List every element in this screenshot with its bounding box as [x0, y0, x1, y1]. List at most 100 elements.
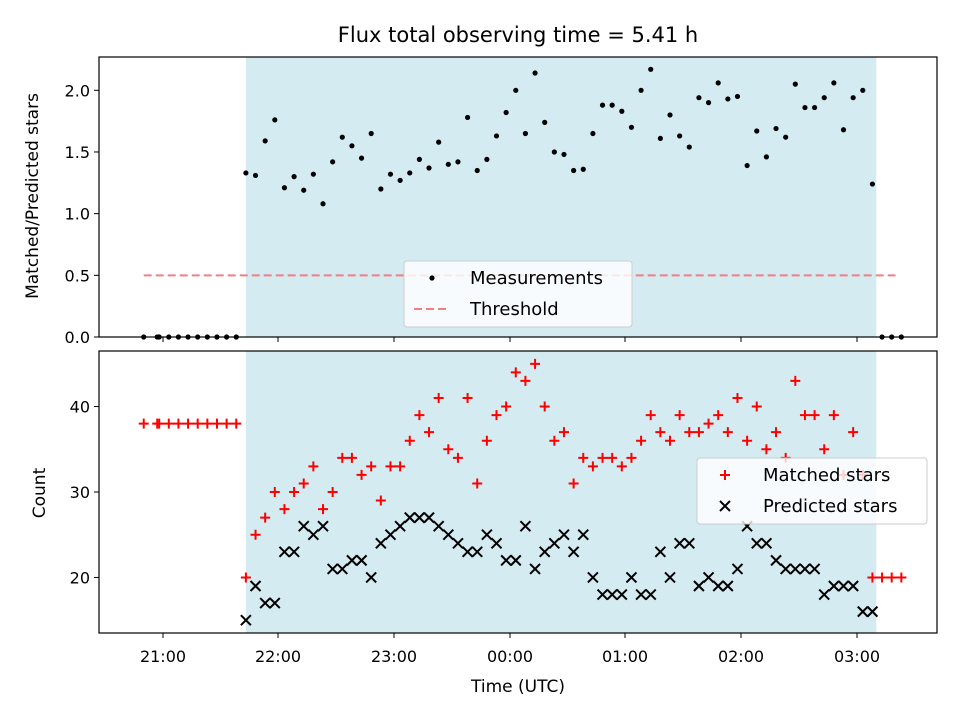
measurement-point [503, 109, 509, 116]
predicted-star-point [866, 605, 879, 618]
matched-star-point [636, 435, 647, 446]
matched-star-point [877, 572, 888, 583]
predicted-star-point [693, 580, 705, 592]
matched-star-point [491, 410, 502, 421]
matched-star-point [549, 435, 560, 446]
predicted-star-point [413, 511, 426, 524]
predicted-star-point [673, 537, 686, 549]
predicted-star-point [259, 597, 271, 609]
matched-star-point [173, 418, 184, 429]
predicted-star-point [317, 520, 329, 532]
predicted-star-point [558, 529, 570, 541]
matched-star-point [713, 410, 724, 421]
y-tick-label: 30 [70, 483, 90, 502]
matched-star-point [771, 427, 782, 438]
measurement-point [310, 171, 316, 177]
measurement-point [407, 170, 413, 176]
measurement-point [619, 108, 625, 114]
measurement-point [638, 87, 644, 93]
measurement-point [773, 125, 779, 132]
predicted-star-point [490, 537, 503, 549]
matched-star-point [327, 487, 338, 497]
predicted-star-point [365, 571, 377, 584]
measurement-point [455, 159, 461, 165]
legend-label: Measurements [470, 268, 603, 289]
measurement-point [725, 96, 731, 102]
predicted-star-point [635, 588, 647, 601]
predicted-star-point [654, 546, 667, 558]
matched-star-point [337, 452, 348, 463]
matched-star-point [163, 418, 174, 429]
predicted-star-point [529, 563, 541, 575]
matched-star-point [424, 427, 435, 438]
matched-star-point [790, 375, 801, 386]
matched-star-point [221, 418, 232, 429]
matched-star-point [761, 444, 772, 455]
y-tick-label: 1.0 [65, 205, 90, 224]
matched-star-point [269, 487, 280, 497]
matched-star-point [587, 461, 598, 472]
predicted-star-point [346, 554, 358, 567]
predicted-star-point [789, 563, 802, 575]
matched-star-point [183, 418, 194, 429]
matched-star-point [231, 418, 242, 429]
matched-star-point [452, 452, 463, 463]
predicted-star-point [249, 580, 262, 592]
measurement-point [532, 70, 538, 76]
measurement-point [272, 117, 278, 123]
measurement-point [831, 80, 837, 86]
measurement-point [281, 185, 288, 191]
matched-star-point [568, 478, 579, 489]
matched-star-point [722, 427, 733, 438]
matched-star-point [539, 401, 550, 412]
x-tick-label: 22:00 [255, 647, 301, 666]
measurement-point [493, 133, 500, 139]
matched-star-point [433, 393, 444, 403]
predicted-star-point [847, 580, 859, 592]
matched-star-point [510, 367, 521, 378]
measurement-point [686, 144, 692, 150]
matched-star-point [462, 393, 473, 403]
predicted-star-point [645, 588, 657, 601]
y-tick-label: 40 [70, 398, 90, 417]
measurement-point [744, 162, 750, 169]
predicted-star-point [818, 588, 830, 601]
matched-star-point [240, 572, 251, 583]
matched-star-point [414, 410, 425, 421]
measurement-point [426, 165, 432, 171]
measurement-point [358, 155, 365, 161]
measurement-point [436, 139, 442, 145]
measurement-point [821, 95, 827, 101]
count-panel: 20 30 40 21:00 22:00 23:00 00:00 01:00 02:00 03:0… [70, 350, 938, 666]
ratio-panel: 0.0 0.5 1.0 1.5 2.0 Measurements Threshold [65, 56, 938, 347]
matched-star-point [703, 418, 714, 429]
matched-star-point [848, 427, 859, 438]
matched-star-point [828, 410, 839, 421]
measurement-point [445, 161, 451, 167]
matched-star-point [289, 487, 300, 497]
measurement-point [291, 174, 297, 180]
predicted-star-point [336, 563, 348, 575]
x-tick-label: 21:00 [140, 647, 186, 666]
predicted-star-point [394, 520, 406, 532]
predicted-star-point [751, 537, 763, 549]
predicted-star-point [770, 554, 782, 567]
matched-star-point [298, 478, 309, 489]
predicted-star-point [625, 571, 638, 584]
matched-star-point [356, 469, 367, 480]
predicted-star-point [384, 529, 397, 541]
predicted-star-point [269, 597, 281, 609]
legend-box [696, 457, 928, 525]
measurement-point [590, 130, 596, 137]
matched-star-point [279, 504, 290, 515]
x-tick-label: 02:00 [718, 647, 764, 666]
matched-star-point [501, 401, 512, 412]
matched-star-point [732, 393, 743, 403]
predicted-star-point [596, 588, 609, 601]
measurement-point [416, 156, 422, 162]
matched-star-point [597, 452, 608, 463]
legend-label: Threshold [469, 299, 559, 320]
measurement-point [513, 87, 519, 93]
matched-star-point [202, 418, 213, 429]
